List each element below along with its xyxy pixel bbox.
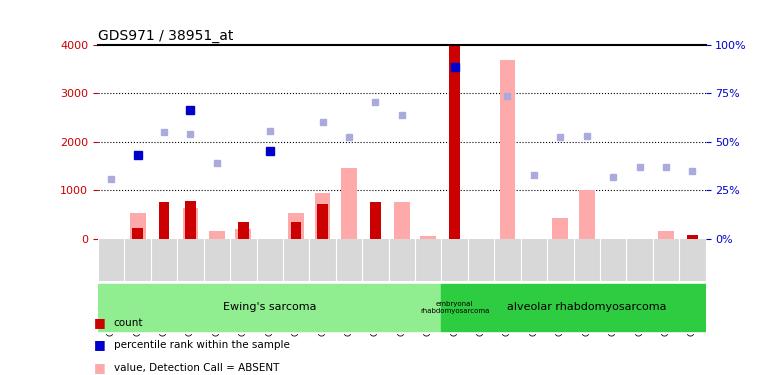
Bar <box>183 208 198 238</box>
Bar <box>314 193 331 238</box>
Bar <box>341 168 357 238</box>
FancyBboxPatch shape <box>468 284 706 331</box>
Text: alveolar rhabdomyosarcoma: alveolar rhabdomyosarcoma <box>507 302 666 312</box>
Bar <box>185 201 196 238</box>
Text: value, Detection Call = ABSENT: value, Detection Call = ABSENT <box>114 363 279 372</box>
Text: embryonal
rhabdomyosarcoma: embryonal rhabdomyosarcoma <box>420 301 489 314</box>
Bar <box>553 218 568 238</box>
FancyBboxPatch shape <box>98 284 441 331</box>
Bar <box>420 236 436 238</box>
Text: percentile rank within the sample: percentile rank within the sample <box>114 340 289 350</box>
Bar <box>209 231 225 238</box>
Bar <box>129 213 146 238</box>
Bar <box>158 202 169 238</box>
Text: GDS971 / 38951_at: GDS971 / 38951_at <box>98 28 234 43</box>
Text: disease state: disease state <box>0 374 1 375</box>
Bar <box>449 46 460 238</box>
Text: ■: ■ <box>94 361 106 374</box>
Bar <box>687 235 698 238</box>
Bar <box>289 213 304 238</box>
Bar <box>235 229 251 238</box>
Bar <box>238 222 249 238</box>
Bar <box>132 228 143 238</box>
Bar <box>499 60 515 238</box>
Bar <box>394 202 410 238</box>
Text: count: count <box>114 318 143 327</box>
Text: ■: ■ <box>94 339 106 351</box>
Bar <box>370 202 381 238</box>
Bar <box>291 222 301 238</box>
Text: ■: ■ <box>94 316 106 329</box>
Bar <box>318 204 328 238</box>
Bar <box>658 231 674 238</box>
Bar <box>579 190 594 238</box>
Text: Ewing's sarcoma: Ewing's sarcoma <box>223 302 317 312</box>
FancyBboxPatch shape <box>441 284 468 331</box>
